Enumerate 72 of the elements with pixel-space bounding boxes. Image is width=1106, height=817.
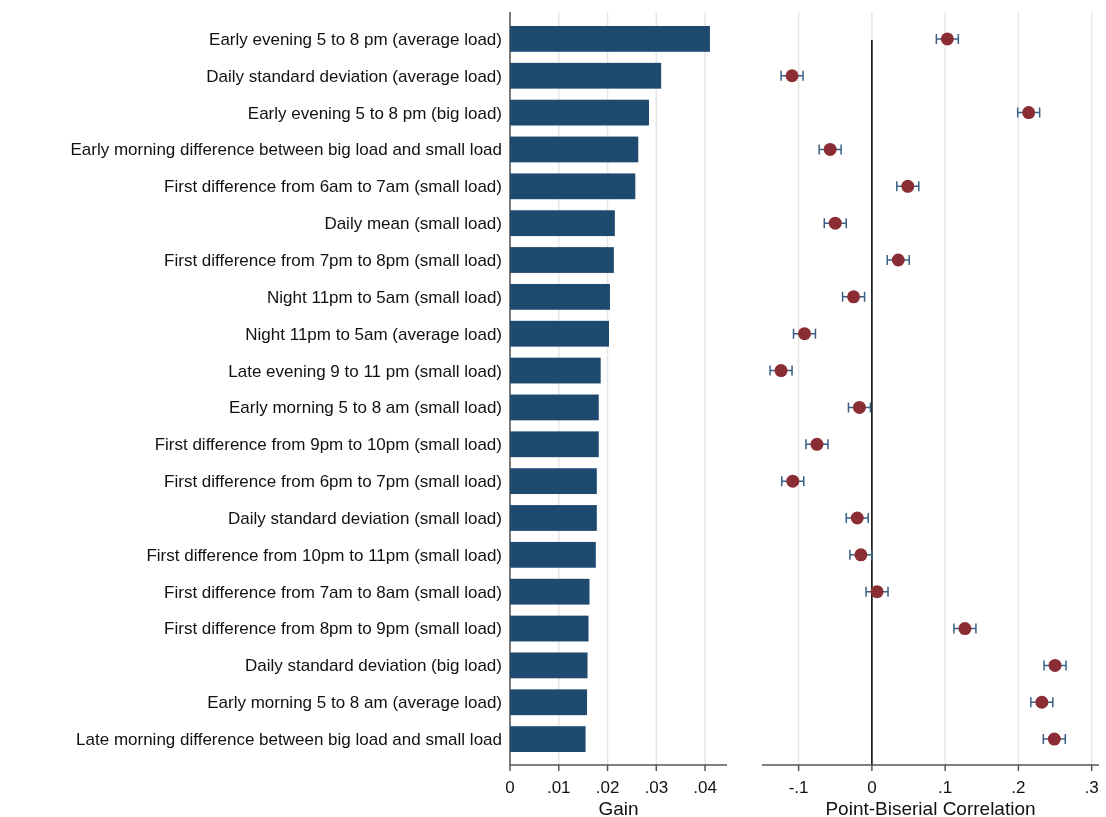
bar — [510, 136, 639, 163]
point — [901, 179, 915, 193]
point — [774, 364, 788, 378]
y-tick-label: Night 11pm to 5am (small load) — [267, 287, 502, 307]
bar — [510, 210, 615, 237]
bar — [510, 283, 610, 310]
point — [828, 216, 842, 230]
bar — [510, 652, 588, 679]
x-tick-label: .04 — [693, 778, 717, 797]
bar — [510, 26, 710, 52]
y-tick-label: First difference from 6pm to 7pm (small load) — [164, 472, 502, 492]
x-tick-label: .1 — [938, 778, 953, 797]
point — [797, 327, 811, 341]
point — [854, 548, 868, 562]
point — [786, 474, 800, 488]
y-tick-label: Daily standard deviation (average load) — [206, 66, 502, 86]
bar — [510, 505, 597, 531]
point — [1035, 695, 1049, 709]
bar — [510, 726, 586, 752]
point — [823, 142, 837, 156]
bar — [510, 541, 596, 568]
bar — [510, 62, 662, 89]
y-tick-label: Early evening 5 to 8 pm (big load) — [247, 103, 502, 123]
x-axis-title: Point-Biserial Correlation — [825, 798, 1036, 817]
point — [852, 400, 866, 414]
y-tick-label: Early evening 5 to 8 pm (average load) — [209, 29, 502, 49]
y-tick-label: Early morning 5 to 8 am (average load) — [207, 693, 502, 713]
bar — [510, 394, 599, 421]
x-tick-label: .3 — [1084, 778, 1099, 797]
point — [940, 32, 954, 46]
x-tick-label: 0 — [867, 778, 877, 797]
point — [1048, 658, 1062, 672]
y-tick-label: Daily mean (small load) — [324, 214, 502, 234]
point — [1022, 106, 1036, 120]
x-tick-label: .01 — [546, 778, 571, 797]
y-tick-label: Night 11pm to 5am (average load) — [245, 324, 502, 344]
y-tick-label: Late morning difference between big load and small load — [76, 730, 502, 750]
y-tick-label: First difference from 7am to 8am (small load) — [164, 582, 502, 602]
bar — [510, 468, 597, 495]
y-tick-label: Daily standard deviation (small load) — [227, 508, 502, 528]
bar — [510, 247, 614, 273]
y-tick-label: First difference from 10pm to 11pm (small load) — [146, 545, 502, 565]
y-tick-label: Early morning 5 to 8 am (small load) — [228, 398, 502, 418]
point — [785, 69, 799, 83]
point — [810, 437, 824, 451]
x-axis-title: Gain — [598, 798, 639, 817]
point — [850, 511, 864, 525]
point — [958, 622, 972, 636]
x-tick-label: 0 — [505, 778, 515, 797]
bar — [510, 689, 588, 716]
bar — [510, 431, 599, 458]
y-tick-label: Daily standard deviation (big load) — [244, 656, 502, 676]
x-tick-label: .2 — [1011, 778, 1026, 797]
y-tick-label: Early morning difference between big load and small load — [70, 140, 502, 160]
x-tick-label: -.1 — [788, 778, 809, 797]
y-tick-label: First difference from 8pm to 9pm (small load) — [164, 619, 502, 639]
bar — [510, 615, 589, 642]
y-tick-label: First difference from 6am to 7am (small load) — [164, 177, 502, 197]
x-tick-label: .02 — [595, 778, 620, 797]
point — [891, 253, 905, 267]
x-tick-label: .03 — [644, 778, 669, 797]
point — [847, 290, 861, 304]
y-tick-label: First difference from 7pm to 8pm (small load) — [164, 250, 502, 270]
bar — [510, 99, 649, 126]
y-tick-label: First difference from 9pm to 10pm (small load) — [154, 435, 502, 455]
bar — [510, 173, 636, 200]
point — [870, 585, 884, 599]
point — [1047, 732, 1061, 746]
y-tick-label: Late evening 9 to 11 pm (small load) — [228, 361, 502, 381]
bar — [510, 578, 590, 605]
bar — [510, 320, 609, 347]
bar — [510, 357, 601, 384]
